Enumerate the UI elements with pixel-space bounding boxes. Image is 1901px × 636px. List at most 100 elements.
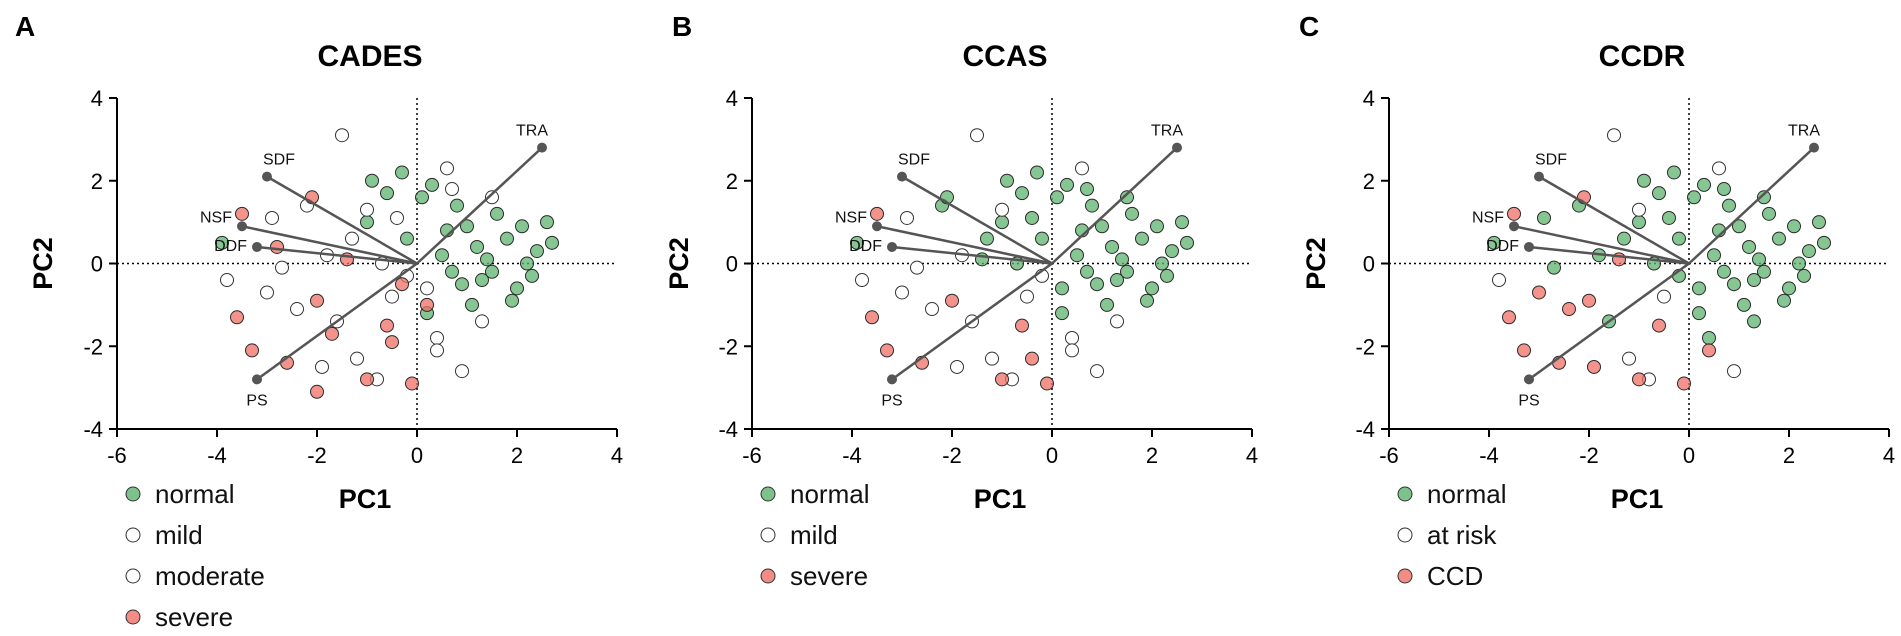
data-point: [1692, 281, 1706, 296]
data-point: [1025, 210, 1039, 225]
x-tick-label: -6: [1379, 443, 1399, 468]
series-ccd: [1502, 190, 1716, 391]
data-point: [1120, 190, 1134, 205]
data-point: [1722, 198, 1736, 213]
data-point: [220, 273, 234, 288]
data-point: [445, 264, 459, 279]
data-point: [995, 215, 1009, 230]
data-point: [345, 231, 359, 246]
data-point: [1812, 215, 1826, 230]
y-tick-label: 2: [91, 169, 103, 194]
y-tick-label: 4: [726, 86, 738, 111]
data-point: [365, 173, 379, 188]
data-point: [1652, 318, 1666, 333]
data-point: [1015, 186, 1029, 201]
legend-marker: [1397, 486, 1413, 502]
loading-endpoint: [252, 241, 262, 252]
data-point: [455, 364, 469, 379]
data-point: [265, 210, 279, 225]
x-tick-label: 2: [511, 443, 523, 468]
data-point: [880, 343, 894, 358]
data-point: [430, 343, 444, 358]
legend-marker: [760, 486, 776, 502]
y-tick-label: 2: [726, 169, 738, 194]
data-point: [1702, 343, 1716, 358]
loading-label: PS: [246, 392, 267, 409]
data-point: [450, 198, 464, 213]
data-point: [485, 190, 499, 205]
loading-endpoint: [1534, 171, 1544, 182]
loading-label: DDF: [1486, 238, 1519, 255]
chart-title: CCDR: [1599, 40, 1686, 73]
loading-vector: [1528, 245, 1690, 265]
data-point: [425, 177, 439, 192]
data-point: [1562, 302, 1576, 317]
data-point: [1692, 306, 1706, 321]
chart-title: CADES: [317, 40, 422, 73]
data-point: [865, 310, 879, 325]
data-point: [1747, 273, 1761, 288]
data-point: [1632, 215, 1646, 230]
data-point: [1140, 293, 1154, 308]
data-point: [1155, 256, 1169, 271]
x-tick-label: -6: [742, 443, 762, 468]
data-point: [1622, 351, 1636, 366]
data-point: [1055, 281, 1069, 296]
data-point: [945, 293, 959, 308]
loading-vector: [266, 175, 418, 265]
y-axis-label: PC2: [28, 237, 58, 290]
x-tick-label: -4: [842, 443, 862, 468]
x-axis-label: PC1: [974, 484, 1027, 514]
data-point: [1110, 314, 1124, 329]
loading-vector: [1051, 146, 1178, 265]
data-point: [1150, 219, 1164, 234]
y-axis-label: PC2: [664, 237, 694, 290]
data-point: [1757, 190, 1771, 205]
data-point: [455, 277, 469, 292]
data-point: [900, 210, 914, 225]
data-point: [395, 165, 409, 180]
loading-endpoint: [1809, 142, 1819, 153]
data-point: [970, 128, 984, 143]
data-point: [1817, 235, 1831, 250]
data-point: [850, 235, 864, 250]
loading-vector: [416, 146, 543, 265]
data-point: [1732, 219, 1746, 234]
x-tick-label: 0: [1683, 443, 1695, 468]
data-point: [1782, 281, 1796, 296]
data-point: [1487, 235, 1501, 250]
loading-label: DDF: [849, 238, 882, 255]
data-point: [1507, 206, 1521, 221]
data-point: [1105, 239, 1119, 254]
data-point: [1135, 231, 1149, 246]
y-tick-label: -2: [718, 334, 738, 359]
data-point: [1090, 364, 1104, 379]
x-tick-label: -4: [207, 443, 227, 468]
data-point: [405, 376, 419, 391]
data-point: [395, 277, 409, 292]
x-tick-label: -4: [1479, 443, 1499, 468]
loading-endpoint: [1524, 241, 1534, 252]
data-point: [925, 302, 939, 317]
data-point: [475, 314, 489, 329]
data-point: [1797, 268, 1811, 283]
data-point: [870, 206, 884, 221]
data-point: [1060, 177, 1074, 192]
legend-label: at risk: [1427, 520, 1497, 550]
data-point: [1040, 376, 1054, 391]
y-tick-label: 2: [1363, 169, 1375, 194]
data-point: [445, 182, 459, 197]
data-point: [1712, 161, 1726, 176]
data-point: [1632, 372, 1646, 387]
legend-marker: [1397, 527, 1413, 543]
data-point: [465, 297, 479, 312]
data-point: [1777, 293, 1791, 308]
data-point: [1080, 182, 1094, 197]
loading-label: NSF: [1472, 209, 1504, 226]
data-point: [420, 297, 434, 312]
data-point: [480, 252, 494, 267]
data-point: [415, 190, 429, 205]
loading-vector: [876, 225, 1053, 265]
data-point: [995, 372, 1009, 387]
